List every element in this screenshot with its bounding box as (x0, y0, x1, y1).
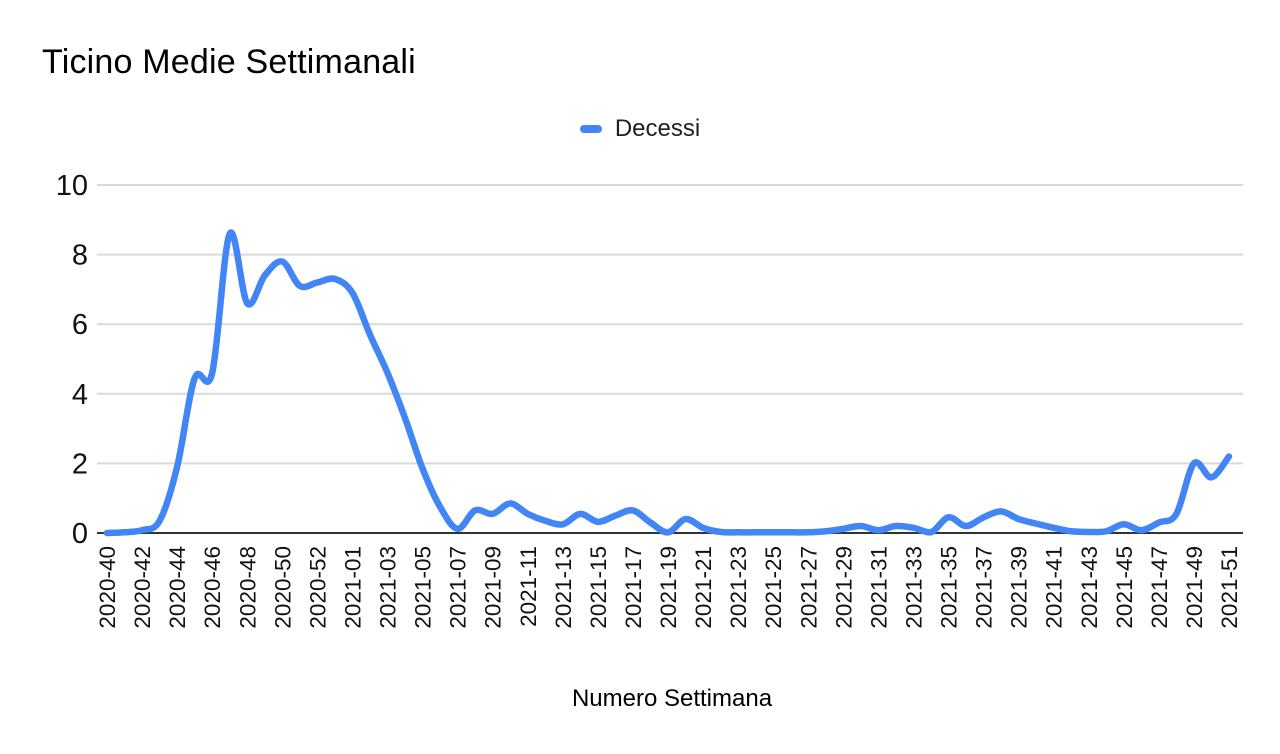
legend: Decessi (0, 112, 1280, 146)
legend-swatch-icon (579, 125, 602, 133)
x-tick-label: 2021-49 (1182, 546, 1207, 629)
x-tick-label: 2021-27 (796, 546, 821, 629)
x-tick-label: 2021-15 (586, 546, 611, 629)
x-tick-label: 2021-29 (831, 546, 856, 629)
x-tick-label: 2021-45 (1112, 546, 1137, 629)
x-tick-label: 2021-39 (1007, 546, 1032, 629)
x-tick-label: 2021-17 (621, 546, 646, 629)
x-tick-label: 2020-52 (305, 546, 330, 629)
x-tick-label: 2021-07 (446, 546, 471, 629)
x-tick-label: 2020-50 (270, 546, 295, 629)
x-tick-label: 2020-48 (235, 546, 260, 629)
y-tick-label: 4 (72, 379, 88, 411)
x-tick-label: 2021-09 (481, 546, 506, 629)
x-tick-label: 2021-37 (972, 546, 997, 629)
x-tick-label: 2021-25 (761, 546, 786, 629)
legend-item-decessi: Decessi (614, 115, 701, 142)
y-tick-label: 2 (72, 448, 88, 480)
x-tick-label: 2021-35 (937, 546, 962, 629)
y-tick-label: 6 (72, 309, 88, 341)
x-tick-label: 2021-31 (866, 546, 891, 629)
y-tick-label: 10 (56, 170, 88, 202)
y-tick-label: 0 (72, 518, 88, 550)
x-tick-label: 2021-47 (1147, 546, 1172, 629)
y-tick-label: 8 (72, 240, 88, 272)
x-tick-label: 2021-33 (901, 546, 926, 629)
x-tick-label: 2021-05 (411, 546, 436, 629)
x-tick-label: 2021-23 (726, 546, 751, 629)
x-axis-title: Numero Settimana (571, 685, 773, 712)
x-tick-label: 2020-42 (130, 546, 155, 629)
x-tick-label: 2020-46 (200, 546, 225, 629)
x-tick-label: 2021-21 (691, 546, 716, 629)
x-tick-label: 2020-44 (165, 546, 190, 629)
x-tick-label: 2021-01 (340, 546, 365, 629)
x-tick-label: 2021-03 (376, 546, 401, 629)
x-tick-label: 2021-11 (516, 546, 541, 627)
x-tick-label: 2021-41 (1042, 546, 1067, 629)
chart-title: Ticino Medie Settimanali (42, 43, 416, 81)
series-line-decessi (103, 229, 1233, 537)
x-tick-label: 2020-40 (95, 546, 120, 629)
x-tick-label: 2021-19 (656, 546, 681, 629)
x-tick-label: 2021-13 (551, 546, 576, 629)
x-tick-label: 2021-51 (1217, 546, 1242, 629)
x-tick-label: 2021-43 (1077, 546, 1102, 629)
